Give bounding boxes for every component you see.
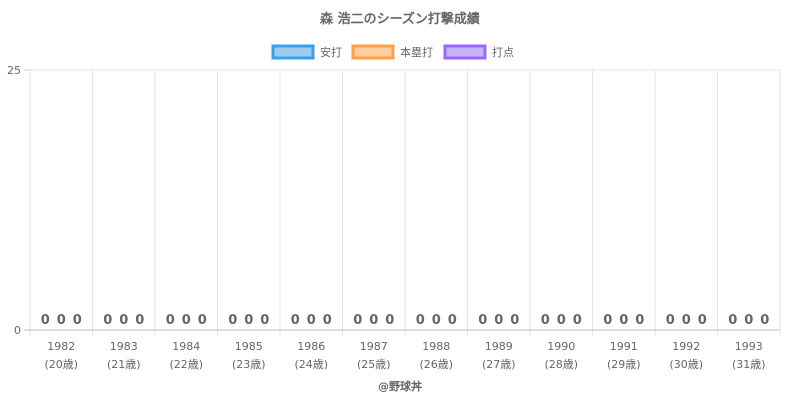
data-label: 0	[448, 313, 457, 328]
data-label: 0	[385, 313, 394, 328]
data-label: 0	[41, 313, 50, 328]
x-tick-label: 1992	[672, 340, 700, 353]
legend[interactable]: 安打 本塁打 打点	[271, 44, 514, 60]
data-label: 0	[198, 313, 207, 328]
data-label: 0	[416, 313, 425, 328]
x-tick-sublabel: (28歳)	[544, 358, 578, 371]
credit-text: @野球丼	[378, 379, 422, 393]
x-tick-sublabel: (20歳)	[44, 358, 78, 371]
data-label: 0	[541, 313, 550, 328]
data-label: 0	[260, 313, 269, 328]
x-tick-label: 1982	[47, 340, 75, 353]
data-label: 0	[698, 313, 707, 328]
x-tick-sublabel: (22歳)	[169, 358, 203, 371]
x-tick-label: 1983	[110, 340, 138, 353]
chart-title: 森 浩二のシーズン打撃成績	[320, 11, 480, 27]
legend-label: 本塁打	[400, 45, 433, 59]
x-tick-sublabel: (24歳)	[294, 358, 328, 371]
data-label: 0	[369, 313, 378, 328]
data-label: 0	[603, 313, 612, 328]
x-tick-label: 1986	[297, 340, 325, 353]
data-label: 0	[291, 313, 300, 328]
data-label: 0	[760, 313, 769, 328]
gridlines	[29, 69, 781, 336]
x-tick-sublabel: (31歳)	[732, 358, 766, 371]
data-label: 0	[57, 313, 66, 328]
x-tick-label: 1985	[235, 340, 263, 353]
y-tick-label: 25	[7, 64, 21, 77]
data-label: 0	[635, 313, 644, 328]
x-tick-sublabel: (25歳)	[357, 358, 391, 371]
x-axis: 1982 (20歳) 1983 (21歳) 1984 (22歳) 1985 (23歳) 1986…	[24, 329, 780, 371]
data-label: 0	[510, 313, 519, 328]
x-tick-sublabel: (30歳)	[669, 358, 703, 371]
data-label: 0	[353, 313, 362, 328]
data-label: 0	[619, 313, 628, 328]
x-tick-sublabel: (29歳)	[607, 358, 641, 371]
data-label: 0	[573, 313, 582, 328]
x-tick-sublabel: (26歳)	[419, 358, 453, 371]
data-label: 0	[682, 313, 691, 328]
data-label: 0	[135, 313, 144, 328]
data-label: 0	[73, 313, 82, 328]
x-tick-sublabel: (21歳)	[107, 358, 141, 371]
data-label: 0	[307, 313, 316, 328]
data-label: 0	[432, 313, 441, 328]
data-label: 0	[228, 313, 237, 328]
legend-swatch	[443, 44, 487, 60]
data-label: 0	[728, 313, 737, 328]
x-tick-label: 1991	[610, 340, 638, 353]
legend-label: 打点	[492, 45, 514, 59]
legend-swatch	[271, 44, 315, 60]
legend-swatch	[351, 44, 395, 60]
data-label: 0	[103, 313, 112, 328]
x-tick-label: 1987	[360, 340, 388, 353]
y-axis: 0 25	[7, 64, 30, 337]
legend-item[interactable]: 本塁打	[351, 44, 433, 60]
legend-label: 安打	[320, 45, 342, 59]
data-label: 0	[182, 313, 191, 328]
legend-item[interactable]: 打点	[443, 44, 514, 60]
data-label: 0	[666, 313, 675, 328]
x-tick-sublabel: (23歳)	[232, 358, 266, 371]
data-label: 0	[166, 313, 175, 328]
data-label: 0	[557, 313, 566, 328]
x-tick-sublabel: (27歳)	[482, 358, 516, 371]
data-label: 0	[323, 313, 332, 328]
data-label: 0	[119, 313, 128, 328]
legend-item[interactable]: 安打	[271, 44, 342, 60]
x-tick-label: 1993	[735, 340, 763, 353]
x-tick-label: 1990	[547, 340, 575, 353]
x-tick-label: 1984	[172, 340, 200, 353]
data-label: 0	[244, 313, 253, 328]
data-label: 0	[494, 313, 503, 328]
x-tick-label: 1989	[485, 340, 513, 353]
data-label: 0	[744, 313, 753, 328]
x-tick-label: 1988	[422, 340, 450, 353]
data-label: 0	[478, 313, 487, 328]
y-tick-label: 0	[14, 324, 21, 337]
